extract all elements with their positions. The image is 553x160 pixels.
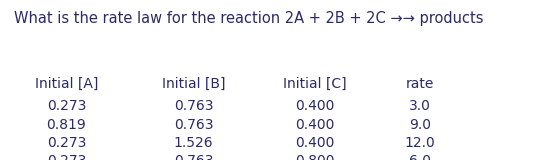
Text: 12.0: 12.0 bbox=[405, 136, 436, 150]
Text: 0.400: 0.400 bbox=[295, 136, 335, 150]
Text: 0.273: 0.273 bbox=[46, 136, 86, 150]
Text: 0.273: 0.273 bbox=[46, 154, 86, 160]
Text: Initial [A]: Initial [A] bbox=[35, 77, 98, 91]
Text: 1.526: 1.526 bbox=[174, 136, 213, 150]
Text: 3.0: 3.0 bbox=[409, 99, 431, 113]
Text: Initial [C]: Initial [C] bbox=[283, 77, 347, 91]
Text: What is the rate law for the reaction 2A + 2B + 2C →→ products: What is the rate law for the reaction 2A… bbox=[14, 11, 483, 26]
Text: 0.273: 0.273 bbox=[46, 99, 86, 113]
Text: 0.819: 0.819 bbox=[46, 118, 86, 132]
Text: Initial [B]: Initial [B] bbox=[162, 77, 225, 91]
Text: 0.763: 0.763 bbox=[174, 99, 213, 113]
Text: 0.763: 0.763 bbox=[174, 154, 213, 160]
Text: 0.400: 0.400 bbox=[295, 99, 335, 113]
Text: rate: rate bbox=[406, 77, 435, 91]
Text: 6.0: 6.0 bbox=[409, 154, 431, 160]
Text: 0.400: 0.400 bbox=[295, 118, 335, 132]
Text: 0.763: 0.763 bbox=[174, 118, 213, 132]
Text: 0.800: 0.800 bbox=[295, 154, 335, 160]
Text: 9.0: 9.0 bbox=[409, 118, 431, 132]
